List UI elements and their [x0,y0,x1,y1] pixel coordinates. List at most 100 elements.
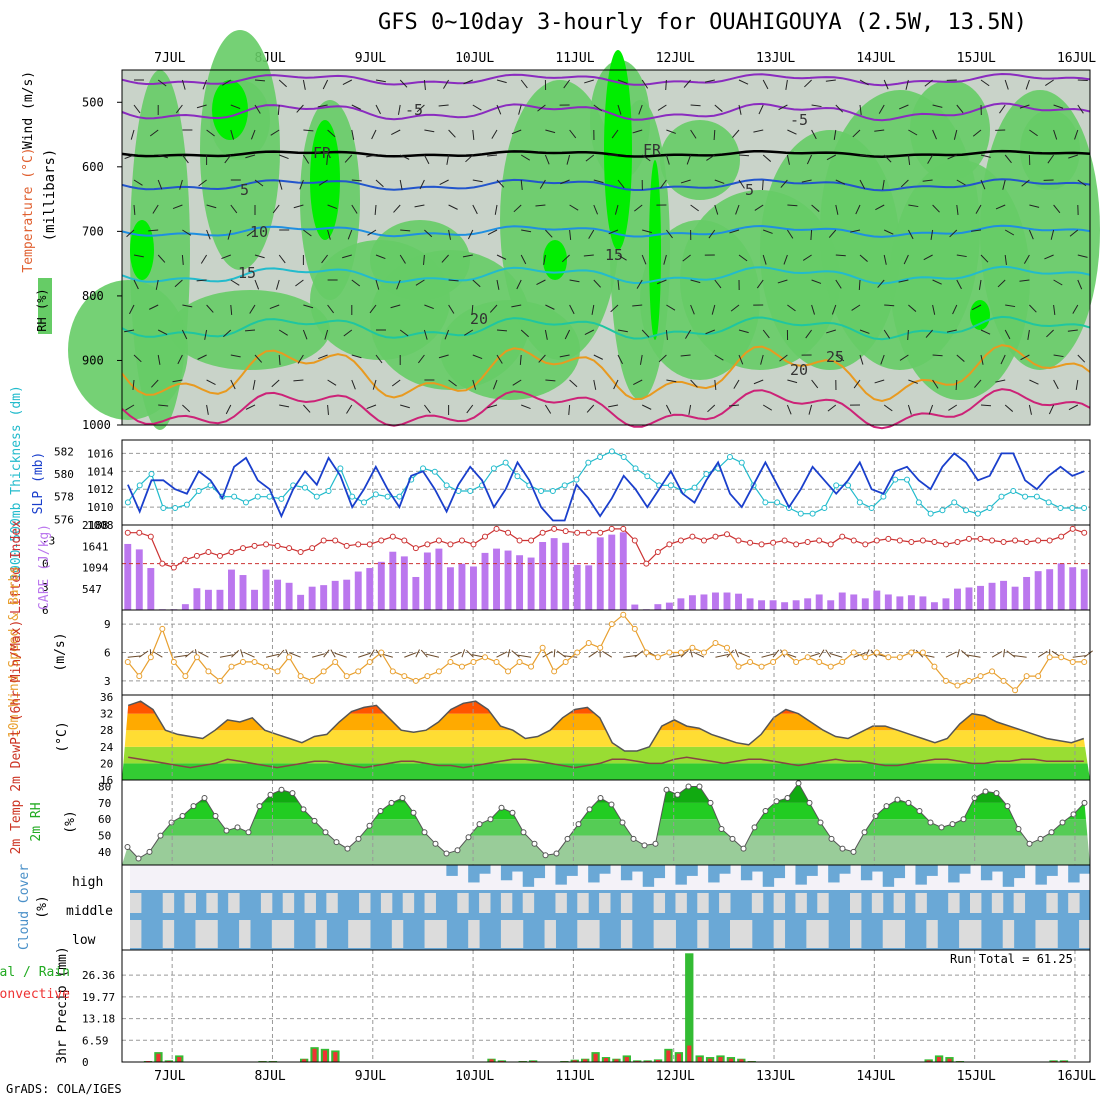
wind-barb [805,329,813,339]
rh-line-point [729,835,736,842]
thickness-line-point [904,476,911,483]
wind-barb [641,79,649,89]
precip-convective-bar [687,1045,692,1062]
cloud-high-block [871,865,884,872]
wind-barb [367,229,377,236]
wind-barb [802,254,812,261]
temp-axis-label: 2m Temp 2m DewPt (6hr Min/Max) [9,620,24,855]
wind-barb [302,329,308,340]
wind-barb [446,154,450,165]
cloud-mid-gap [719,893,731,913]
rh-line-point [817,819,824,826]
wind-barb [448,279,459,282]
cape-bar [527,557,535,610]
wind-speed-line-point [332,658,339,665]
wind-barb [787,379,798,384]
wind-barb [206,204,217,209]
wind-barb [932,304,936,315]
wind-barb [293,379,304,382]
wind-barb [206,304,214,313]
wind-speed-line-point [1035,673,1042,680]
cloud-high-block [795,865,807,885]
surface-wind-barb [623,654,637,658]
wind-tick-label: 6 [104,647,111,660]
wind-barb [472,204,478,215]
thickness-line-point [892,476,899,483]
wind-barb [850,229,861,233]
wind-barb [1029,304,1037,313]
cape-bar [423,552,431,610]
wind-barb [956,204,959,215]
cape-bar [562,542,570,610]
temp-bands [122,701,1090,780]
lifted-index-line-point [435,537,442,544]
wind-speed-line-point [297,673,304,680]
wind-speed-line-point [551,668,558,675]
rh-line-point [366,822,373,829]
rh-line-point [256,803,263,810]
wind-barb [1077,354,1086,363]
lifted-index-line-point [193,552,200,559]
wind-speed-line-point [505,668,512,675]
wind-barb [690,204,699,212]
rh-line-point [223,827,230,834]
cloud-low-gap [882,920,895,948]
wind-barb [465,154,474,163]
wind-barb [593,104,603,112]
precip-convective-bar [655,1060,661,1062]
wind-barb [835,179,846,185]
lifted-index-line-point [827,541,834,548]
date-label-bottom: 10JUL [455,1069,494,1084]
surface-wind-barb [563,655,578,658]
isotherm-15 [121,265,1091,285]
cloud-mid-gap [577,893,589,913]
wind-barb [632,129,643,134]
rh-line-point [476,821,483,828]
y-tick-label: 900 [82,353,104,367]
wind-barb [980,354,984,365]
cloud-low-gap [664,920,676,948]
wind-barb [196,104,207,109]
wind-barb [1050,229,1055,240]
wind-barb [496,179,505,188]
wind-barb [617,279,620,290]
cloud-mid-gap [326,893,338,913]
cloud-high-block [631,865,644,872]
rh-line-point [157,832,164,839]
cloud-mid-gap [620,893,633,913]
wind-speed-line-point [447,658,454,665]
wind-barb [423,254,425,266]
thickness-line-point [620,454,627,460]
wind-barb [371,129,377,140]
wind-barb [617,79,628,84]
cape-bar [239,575,247,610]
wind-barb [666,229,673,239]
wind-barb [1077,254,1088,258]
wind-speed-line-point [712,640,719,647]
cape-bar [1069,567,1077,610]
cloud-mid-gap [457,893,469,913]
wind-barb [907,329,909,341]
cape-bar [688,595,696,610]
wind-barb [714,104,723,112]
lifted-index-line-point [182,556,189,563]
wind-barb [786,404,792,415]
cape-bar [308,586,316,610]
cape-bar [204,589,212,610]
wind-barb [472,379,477,390]
wind-barb [617,104,622,115]
lifted-index-line-point [1023,539,1030,545]
wind-speed-line-point [770,658,777,665]
cloud-mid-gap [817,893,829,913]
temp-tick-label: 16 [100,774,113,787]
wind-barb [254,279,260,290]
surface-wind-barb [1037,650,1048,658]
wind-barb [1028,229,1034,240]
wind-speed-line-point [620,611,627,618]
cape-bar [343,579,351,610]
wind-barb [351,104,362,110]
precip-convective-bar [676,1053,681,1062]
cape-bar [677,598,685,610]
rh-line-point [531,840,538,847]
temp-band [122,730,1090,747]
